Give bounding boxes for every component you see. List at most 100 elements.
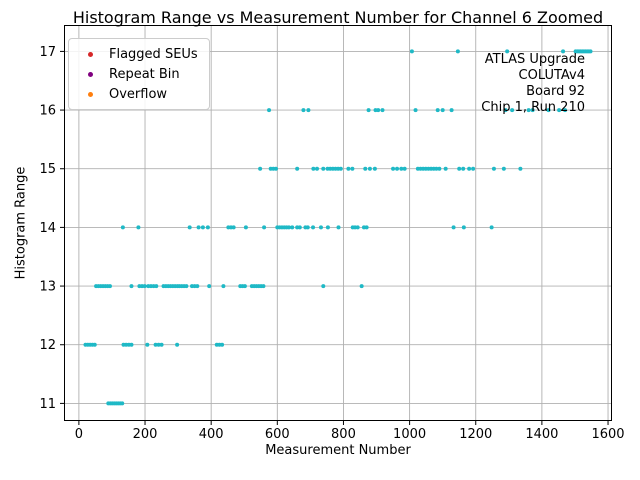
- data-point: [321, 284, 326, 289]
- data-point: [195, 284, 200, 289]
- data-point: [261, 284, 266, 289]
- data-point: [461, 166, 466, 171]
- data-point: [286, 225, 291, 230]
- data-point: [200, 225, 205, 230]
- data-point: [355, 225, 360, 230]
- x-tick-label: 1400: [525, 427, 558, 442]
- legend-label: Overflow: [109, 86, 168, 102]
- data-point: [258, 166, 263, 171]
- legend-marker-icon: [88, 71, 93, 77]
- data-point: [505, 49, 510, 54]
- data-point: [461, 225, 466, 230]
- data-point: [467, 166, 472, 171]
- legend-marker-icon: [88, 91, 93, 97]
- data-point: [395, 166, 400, 171]
- legend-item: Overflow: [77, 84, 205, 104]
- data-point: [220, 342, 225, 347]
- data-point: [372, 166, 377, 171]
- data-point: [546, 108, 551, 113]
- data-point: [129, 284, 134, 289]
- data-point: [391, 166, 396, 171]
- data-point: [297, 225, 302, 230]
- x-tick-label: 1000: [393, 427, 426, 442]
- data-point: [367, 166, 372, 171]
- data-point: [306, 108, 311, 113]
- data-point: [184, 284, 189, 289]
- x-tick-label: 400: [199, 427, 224, 442]
- data-point: [489, 225, 494, 230]
- x-tick-label: 1200: [459, 427, 492, 442]
- y-tick-label: 16: [39, 104, 56, 119]
- y-axis-label: Histogram Range: [13, 166, 29, 280]
- data-point: [518, 166, 523, 171]
- y-tick-label: 11: [39, 397, 56, 412]
- data-point: [449, 108, 454, 113]
- data-point: [380, 108, 385, 113]
- data-point: [120, 225, 125, 230]
- data-point: [399, 166, 404, 171]
- data-point: [434, 166, 439, 171]
- data-point: [175, 342, 180, 347]
- legend-label: Flagged SEUs: [109, 46, 198, 62]
- data-point: [156, 342, 161, 347]
- data-point: [318, 225, 323, 230]
- data-point: [136, 225, 141, 230]
- plot-border: [64, 25, 612, 421]
- y-tick-label: 15: [39, 162, 56, 177]
- data-point: [301, 108, 306, 113]
- data-point: [107, 284, 112, 289]
- data-point: [262, 225, 267, 230]
- data-point: [242, 284, 247, 289]
- data-point: [142, 284, 147, 289]
- legend-item: Repeat Bin: [77, 64, 205, 84]
- data-point: [471, 166, 476, 171]
- data-point: [376, 108, 381, 113]
- data-point: [440, 108, 445, 113]
- data-point: [557, 108, 562, 113]
- data-point: [451, 225, 456, 230]
- data-point: [273, 166, 278, 171]
- chart-title: Histogram Range vs Measurement Number fo…: [72, 8, 604, 27]
- x-tick-label: 800: [331, 427, 356, 442]
- annotation-text: ATLAS Upgrade COLUTAv4 Board 92 Chip 1, Run…: [481, 52, 585, 116]
- data-point: [325, 225, 330, 230]
- data-point: [409, 49, 414, 54]
- data-point: [314, 166, 319, 171]
- data-point: [402, 166, 407, 171]
- data-point: [290, 225, 295, 230]
- data-point: [346, 166, 351, 171]
- annotation-line: COLUTAv4: [518, 68, 585, 83]
- data-point: [437, 166, 442, 171]
- legend-label: Repeat Bin: [109, 66, 180, 82]
- data-point: [243, 225, 248, 230]
- data-point: [530, 108, 535, 113]
- data-point: [153, 342, 158, 347]
- data-point: [526, 108, 531, 113]
- x-tick-label: 600: [265, 427, 290, 442]
- data-point: [503, 108, 508, 113]
- x-tick-label: 1600: [591, 427, 624, 442]
- annotation-line: ATLAS Upgrade: [484, 52, 585, 67]
- data-point: [187, 225, 192, 230]
- data-point: [561, 49, 566, 54]
- data-point: [588, 49, 593, 54]
- data-point: [221, 284, 226, 289]
- legend-item: Flagged SEUs: [77, 44, 205, 64]
- data-point: [295, 166, 300, 171]
- data-point: [413, 108, 418, 113]
- x-tick-label: 0: [75, 427, 83, 442]
- data-point: [510, 108, 515, 113]
- data-point: [207, 284, 212, 289]
- data-point: [120, 401, 125, 406]
- data-point: [196, 225, 201, 230]
- y-tick-label: 14: [39, 221, 56, 236]
- data-point: [336, 225, 341, 230]
- data-point: [366, 108, 371, 113]
- data-point: [338, 166, 343, 171]
- data-point: [443, 166, 448, 171]
- annotation-line: Board 92: [526, 84, 585, 99]
- data-point: [311, 166, 316, 171]
- legend: Flagged SEUs Repeat Bin Overflow: [68, 38, 210, 110]
- data-point: [311, 225, 316, 230]
